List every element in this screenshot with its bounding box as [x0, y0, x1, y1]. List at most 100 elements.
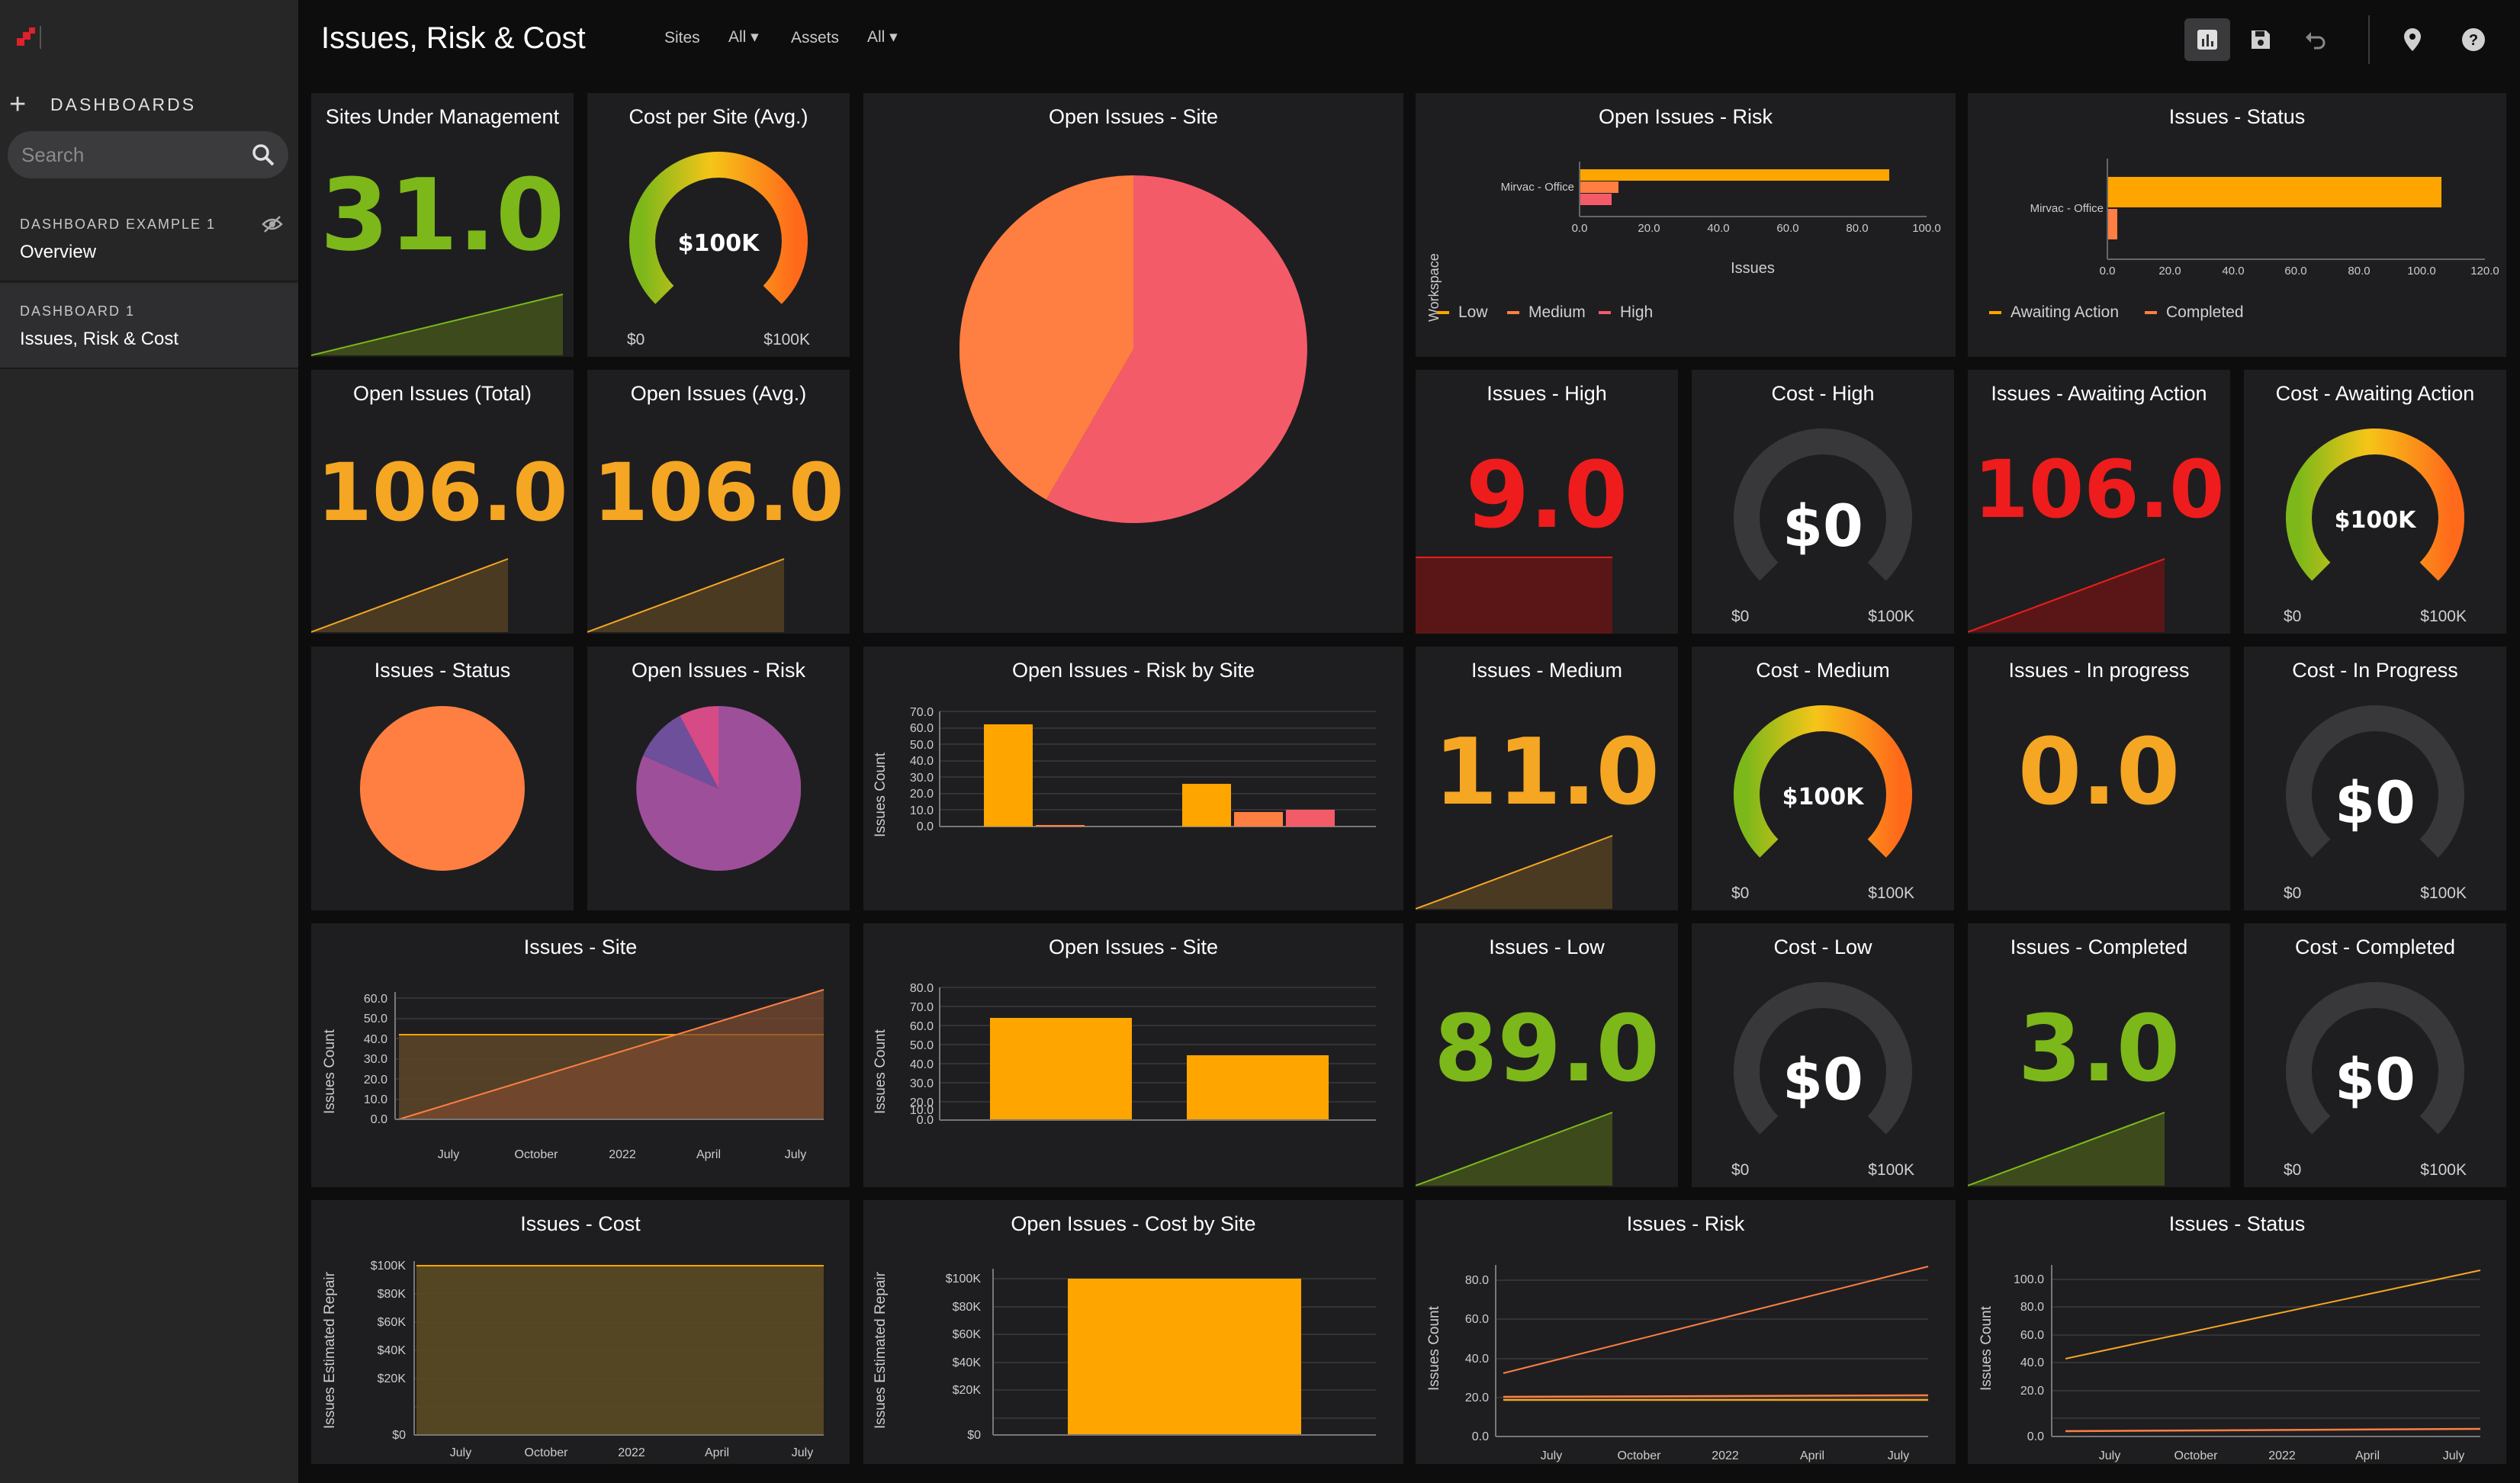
legend-completed[interactable]: Completed	[2145, 303, 2244, 322]
search-icon[interactable]	[252, 143, 275, 166]
panel-title: Open Issues - Risk by Site	[1011, 659, 1255, 682]
svg-text:July: July	[1888, 1449, 1909, 1462]
svg-text:80.0: 80.0	[2348, 265, 2370, 278]
gauge	[1734, 982, 1912, 1135]
gridlines	[2052, 1279, 2480, 1419]
svg-text:April: April	[705, 1446, 729, 1459]
app-logo-icon[interactable]	[14, 24, 44, 52]
svg-text:0.0: 0.0	[1572, 222, 1588, 235]
panel-title: Issues - Awaiting Action	[1991, 382, 2207, 405]
svg-text:0.0: 0.0	[917, 1114, 934, 1127]
filter-sites-dropdown[interactable]: All ▾	[728, 28, 759, 46]
bar	[1234, 812, 1283, 827]
panel-title: Cost - Medium	[1756, 659, 1890, 682]
svg-text:60.0: 60.0	[910, 722, 934, 735]
page-title: Issues, Risk & Cost	[321, 21, 586, 55]
panel-cost-high: Cost - High $0 $0 $100K	[1692, 370, 1954, 634]
stat-value: 3.0	[2017, 997, 2181, 1103]
panel-cost-completed: Cost - Completed $0 $0 $100K	[2244, 923, 2506, 1187]
chart-icon	[2197, 30, 2217, 50]
y-axis-label: Workspace	[1426, 253, 1442, 322]
svg-text:$40K: $40K	[953, 1356, 982, 1369]
add-dashboard-icon[interactable]: +	[9, 88, 27, 120]
pie-slice-1	[1046, 175, 1307, 523]
svg-text:$100K: $100K	[371, 1260, 407, 1273]
svg-text:100.0: 100.0	[2407, 265, 2436, 278]
y-ticks: 60.0 50.0 40.0 30.0 20.0 10.0 0.0	[364, 993, 387, 1126]
svg-text:July: July	[2443, 1449, 2464, 1462]
gridlines	[1496, 1279, 1928, 1398]
panel-title: Cost - Low	[1773, 936, 1872, 958]
panel-issues-awaiting-action: Issues - Awaiting Action 106.0	[1968, 370, 2230, 634]
svg-text:?: ?	[2469, 32, 2478, 49]
y-ticks: 80.0 60.0 40.0 20.0 0.0	[1465, 1274, 1489, 1443]
save-icon	[2252, 30, 2270, 49]
legend-label: Low	[1458, 303, 1488, 321]
save-button[interactable]	[2238, 18, 2284, 61]
stat-value: 11.0	[1433, 720, 1660, 826]
filter-assets-label: Assets	[791, 29, 840, 47]
sparkline	[1416, 557, 1612, 634]
y-tick-label: Mirvac - Office	[2030, 202, 2104, 215]
svg-text:$60K: $60K	[953, 1328, 982, 1341]
legend-medium[interactable]: Medium	[1507, 303, 1586, 322]
svg-text:$20K: $20K	[953, 1384, 982, 1397]
gauge-max-label: $100K	[2420, 884, 2467, 902]
undo-icon	[2306, 32, 2326, 50]
svg-text:2022: 2022	[618, 1446, 645, 1459]
gauge	[1734, 429, 1912, 581]
panel-title: Cost - High	[1771, 382, 1875, 405]
svg-text:80.0: 80.0	[1846, 222, 1868, 235]
svg-text:70.0: 70.0	[910, 706, 934, 719]
sidebar-item-overview[interactable]: DASHBOARD EXAMPLE 1 Overview	[0, 197, 298, 282]
svg-text:0.0: 0.0	[2100, 265, 2116, 278]
svg-text:October: October	[2174, 1449, 2219, 1462]
legend-low[interactable]: Low	[1437, 303, 1488, 322]
svg-text:20.0: 20.0	[2158, 265, 2181, 278]
svg-text:20.0: 20.0	[364, 1074, 387, 1087]
panel-title: Open Issues - Risk	[631, 659, 806, 682]
stat-value: 0.0	[2017, 720, 2181, 826]
sidebar-item-issues-risk-cost[interactable]: DASHBOARD 1 Issues, Risk & Cost	[0, 284, 298, 369]
pie-chart	[636, 706, 801, 871]
help-button[interactable]: ?	[2451, 18, 2496, 61]
y-ticks: 80.0 70.0 60.0 50.0 40.0 30.0 20.010.00.0	[910, 982, 934, 1127]
location-button[interactable]	[2390, 18, 2435, 61]
filter-assets-dropdown[interactable]: All ▾	[867, 28, 898, 46]
legend-awaiting-action[interactable]: Awaiting Action	[1989, 303, 2119, 322]
stat-value: 106.0	[593, 446, 844, 539]
panel-title: Issues - Status	[374, 659, 511, 682]
legend-high[interactable]: High	[1599, 303, 1653, 322]
svg-text:$60K: $60K	[378, 1316, 407, 1329]
area-chart: Issues Count 60.0 50.0 40.0 30.0 20.0 10.0 0.0…	[322, 989, 824, 1161]
svg-text:$20K: $20K	[378, 1372, 407, 1385]
svg-text:April: April	[1800, 1449, 1824, 1462]
y-ticks: $100K $80K $60K $40K $20K $0	[946, 1273, 982, 1442]
svg-text:30.0: 30.0	[364, 1053, 387, 1066]
undo-button[interactable]	[2292, 18, 2338, 61]
panel-title: Cost - In Progress	[2292, 659, 2458, 682]
gauge-value: $100K	[2334, 507, 2416, 534]
svg-text:100.0: 100.0	[1912, 222, 1941, 235]
svg-text:July: July	[792, 1446, 813, 1459]
sparkline	[587, 558, 785, 633]
panel-title: Issues - Medium	[1471, 659, 1623, 682]
gauge-max-label: $100K	[763, 331, 810, 348]
panel-title: Issues - Risk	[1626, 1212, 1745, 1235]
pie-chart	[959, 175, 1307, 523]
panel-open-issues-site-pie: Open Issues - Site	[863, 93, 1403, 633]
gauge-value: $100K	[677, 230, 760, 257]
panel-open-issues-avg: Open Issues (Avg.) 106.0	[587, 370, 850, 634]
svg-text:50.0: 50.0	[910, 739, 934, 752]
chart-view-button[interactable]	[2184, 18, 2230, 61]
sparkline	[1968, 558, 2165, 633]
help-icon: ?	[2462, 28, 2485, 51]
gauge	[1734, 705, 1912, 858]
sparkline	[311, 558, 509, 633]
search-input[interactable]: Search	[8, 131, 288, 178]
svg-text:80.0: 80.0	[2020, 1301, 2044, 1314]
svg-text:0.0: 0.0	[1472, 1430, 1489, 1443]
svg-text:10.0: 10.0	[364, 1093, 387, 1106]
hidden-eye-icon[interactable]	[262, 215, 283, 233]
hbar-chart: Mirvac - Office 0.0 20.0 40.0 60.0 80.0 100.0…	[2030, 159, 2499, 278]
